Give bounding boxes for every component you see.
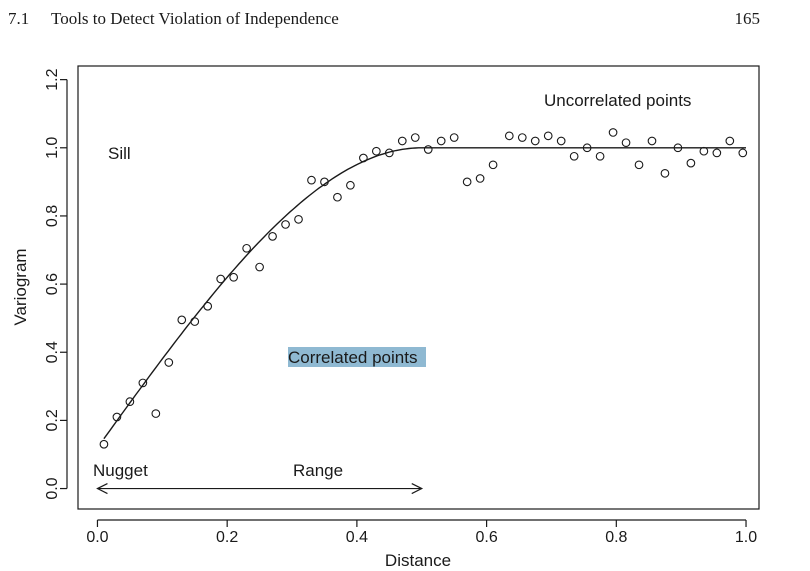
data-point <box>504 131 514 141</box>
nugget-label: Nugget <box>93 461 148 480</box>
data-point <box>177 315 187 325</box>
data-point <box>569 151 579 161</box>
data-point <box>190 317 200 326</box>
data-point <box>216 274 226 284</box>
data-point <box>738 148 748 158</box>
data-point <box>112 412 122 422</box>
range-arrow <box>96 483 424 495</box>
data-point <box>164 358 174 367</box>
data-point <box>647 136 657 146</box>
annotations: Sill Uncorrelated points Correlated poin… <box>93 91 691 480</box>
data-point <box>281 220 290 229</box>
y-tick-label: 0.6 <box>44 273 61 295</box>
x-tick-label: 0.6 <box>475 529 497 546</box>
data-point <box>449 133 459 142</box>
x-tick-label: 1.0 <box>735 529 757 546</box>
x-axis: 0.0 0.2 0.4 0.6 0.8 1.0 <box>86 519 757 546</box>
data-point <box>320 177 329 187</box>
data-point <box>582 143 592 153</box>
data-point <box>725 136 735 146</box>
data-point <box>634 160 644 170</box>
section-number: 7.1 <box>8 9 30 28</box>
data-point <box>699 146 709 156</box>
data-point <box>712 148 722 158</box>
y-tick-label: 0.4 <box>44 341 61 363</box>
y-axis: 0.0 0.2 0.4 0.6 0.8 1.0 1.2 <box>44 68 68 500</box>
data-point <box>660 168 670 178</box>
data-point <box>423 145 433 154</box>
y-tick-label: 0.0 <box>44 477 61 499</box>
data-point <box>384 148 394 158</box>
data-point <box>462 177 472 187</box>
data-point <box>371 146 381 156</box>
data-point <box>608 128 618 137</box>
fitted-variogram-curve <box>103 147 746 440</box>
data-point <box>99 439 109 449</box>
page-number: 165 <box>734 9 761 28</box>
data-point <box>517 133 527 142</box>
data-point <box>229 272 239 282</box>
data-point <box>556 136 566 146</box>
data-point <box>307 175 316 185</box>
plot-frame <box>77 65 760 510</box>
x-axis-label: Distance <box>385 551 451 570</box>
uncorrelated-label: Uncorrelated points <box>544 91 691 110</box>
data-point <box>138 378 148 388</box>
correlated-label: Correlated points <box>288 348 417 367</box>
running-head: 7.1 Tools to Detect Violation of Indepen… <box>8 9 760 31</box>
data-point <box>346 180 355 190</box>
data-point <box>595 151 605 161</box>
y-axis-label: Variogram <box>11 248 30 325</box>
y-tick-label: 0.2 <box>44 409 61 431</box>
data-point <box>621 138 631 148</box>
data-point <box>203 301 213 311</box>
x-tick-label: 0.4 <box>346 529 368 546</box>
x-tick-label: 0.0 <box>86 529 108 546</box>
data-point <box>686 158 696 168</box>
x-tick-label: 0.2 <box>216 529 238 546</box>
data-point <box>151 409 161 418</box>
data-point <box>410 133 420 142</box>
range-label: Range <box>293 461 343 480</box>
data-point <box>255 262 264 272</box>
sill-label: Sill <box>108 144 131 163</box>
data-point <box>125 397 135 407</box>
data-point <box>475 174 485 183</box>
data-point <box>359 153 368 163</box>
data-point <box>268 232 277 241</box>
data-points <box>99 128 748 449</box>
y-tick-label: 1.0 <box>44 137 61 159</box>
data-point <box>673 143 683 153</box>
range-arrow-left-head <box>96 483 108 495</box>
section-title: Tools to Detect Violation of Independenc… <box>51 9 339 28</box>
data-point <box>397 136 407 146</box>
y-tick-label: 0.8 <box>44 205 61 227</box>
data-point <box>333 192 342 202</box>
x-tick-label: 0.8 <box>605 529 627 546</box>
y-tick-label: 1.2 <box>44 68 61 90</box>
data-point <box>530 136 540 146</box>
range-arrow-right-head <box>411 483 424 495</box>
data-point <box>543 131 553 141</box>
data-point <box>294 214 303 224</box>
data-point <box>242 243 251 253</box>
data-point <box>436 136 446 146</box>
correlated-label-highlight <box>288 347 426 367</box>
data-point <box>488 160 498 170</box>
